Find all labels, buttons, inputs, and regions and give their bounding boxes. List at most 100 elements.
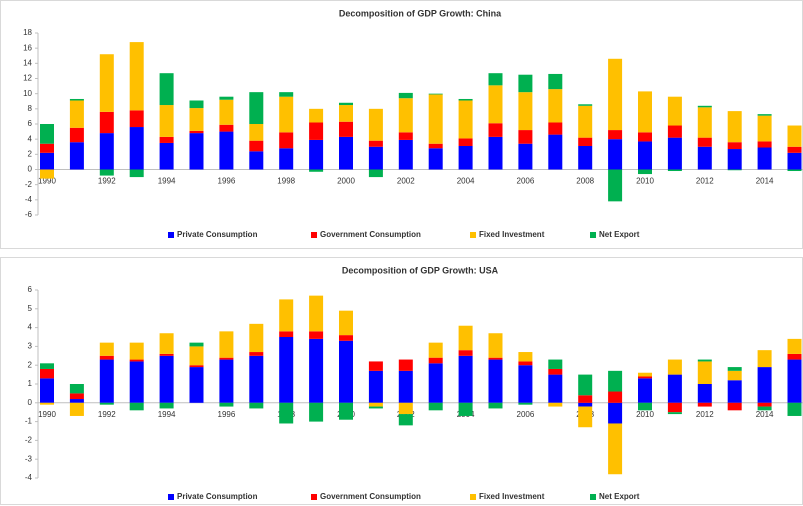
bar-segment	[757, 141, 772, 148]
bar-segment	[697, 384, 712, 403]
bar-segment	[249, 151, 264, 170]
bar-segment	[398, 370, 413, 403]
bar-segment	[398, 402, 413, 415]
bar-segment	[488, 123, 503, 137]
bar-segment	[697, 107, 712, 138]
bar-segment	[368, 361, 383, 371]
bar-segment	[757, 402, 772, 407]
bar-segment	[279, 337, 294, 403]
y-tick-label: 16	[23, 43, 32, 52]
legend-swatch	[168, 494, 174, 500]
y-tick-label: 6	[28, 285, 33, 294]
bar-segment	[69, 393, 84, 400]
bar-segment	[368, 108, 383, 141]
bar-segment	[159, 142, 174, 170]
bar-segment	[129, 127, 144, 170]
bar-segment	[159, 402, 174, 409]
x-tick-label: 2004	[457, 177, 475, 186]
y-tick-label: 10	[23, 89, 32, 98]
bar-segment	[279, 331, 294, 337]
bar-segment	[279, 402, 294, 424]
bar-segment	[757, 350, 772, 368]
bar-segment	[398, 92, 413, 99]
bar-segment	[249, 323, 264, 353]
bar-segment	[219, 131, 234, 170]
bar-segment	[219, 357, 234, 360]
bar-segment	[727, 380, 742, 403]
bar-segment	[219, 359, 234, 403]
bar-segment	[40, 402, 54, 405]
legend-swatch	[311, 494, 317, 500]
bar-segment	[488, 402, 503, 409]
x-tick-label: 2000	[337, 177, 355, 186]
bar-segment	[787, 359, 802, 403]
bar-segment	[428, 148, 443, 170]
bar-segment	[697, 361, 712, 384]
bar-segment	[518, 143, 533, 170]
bar-segment	[518, 130, 533, 144]
bar-segment	[757, 147, 772, 170]
bar-segment	[608, 402, 623, 424]
bar-segment	[518, 365, 533, 403]
bar-segment	[398, 414, 413, 426]
x-tick-label: 2008	[576, 177, 594, 186]
bar-segment	[787, 146, 802, 153]
bar-segment	[309, 331, 324, 339]
x-tick-label: 1992	[98, 410, 116, 419]
y-tick-label: 2	[28, 360, 33, 369]
bar-segment	[458, 402, 473, 416]
bar-segment	[339, 402, 353, 420]
y-tick-label: 14	[23, 58, 32, 67]
bar-segment	[309, 338, 324, 403]
bar-segment	[548, 134, 563, 170]
bar-segment	[697, 146, 712, 170]
bar-segment	[578, 406, 593, 428]
bar-segment	[578, 137, 593, 146]
bar-segment	[428, 94, 443, 144]
bar-segment	[279, 299, 294, 332]
bar-segment	[368, 146, 383, 170]
y-tick-label: 2	[28, 149, 33, 158]
bar-segment	[458, 100, 473, 139]
bar-segment	[727, 367, 742, 371]
bar-segment	[40, 368, 54, 379]
bar-segment	[99, 355, 114, 360]
bar-segment	[219, 402, 234, 407]
bar-segment	[458, 350, 473, 356]
x-tick-label: 1996	[218, 410, 236, 419]
x-tick-label: 2010	[636, 410, 654, 419]
bar-segment	[309, 295, 324, 332]
y-tick-label: -3	[25, 454, 33, 463]
bar-segment	[249, 140, 264, 152]
bar-segment	[727, 142, 742, 150]
bar-segment	[249, 92, 264, 124]
legend-label: Net Export	[599, 230, 640, 239]
bar-segment	[518, 74, 533, 93]
bar-segment	[189, 365, 204, 368]
bar-segment	[159, 105, 174, 137]
bar-segment	[40, 378, 54, 403]
bar-segment	[368, 402, 383, 407]
bar-segment	[368, 370, 383, 403]
bar-segment	[189, 367, 204, 403]
bar-segment	[428, 363, 443, 403]
bar-segment	[518, 361, 533, 366]
bar-segment	[69, 384, 84, 394]
bar-segment	[608, 130, 623, 140]
bar-segment	[368, 140, 383, 147]
bar-segment	[129, 110, 144, 128]
bar-segment	[428, 357, 443, 364]
bar-segment	[727, 402, 742, 411]
bar-segment	[608, 370, 623, 392]
x-tick-label: 2006	[517, 177, 535, 186]
bar-segment	[548, 73, 563, 90]
y-tick-label: 12	[23, 74, 32, 83]
bar-segment	[339, 105, 353, 122]
bar-segment	[488, 73, 503, 86]
bar-segment	[458, 145, 473, 170]
bar-segment	[40, 169, 54, 179]
bar-segment	[398, 359, 413, 371]
y-tick-label: 18	[23, 28, 32, 37]
bar-segment	[309, 169, 324, 172]
x-tick-label: 1994	[158, 410, 176, 419]
